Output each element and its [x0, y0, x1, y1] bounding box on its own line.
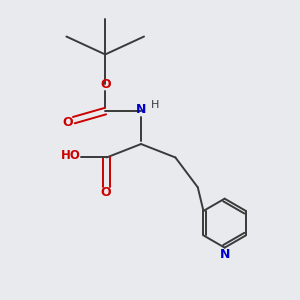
Text: HO: HO: [61, 149, 81, 162]
Text: O: O: [62, 116, 73, 129]
Text: N: N: [136, 103, 146, 116]
Text: H: H: [151, 100, 160, 110]
Text: O: O: [101, 186, 111, 199]
Text: N: N: [220, 248, 230, 261]
Text: O: O: [100, 78, 110, 91]
